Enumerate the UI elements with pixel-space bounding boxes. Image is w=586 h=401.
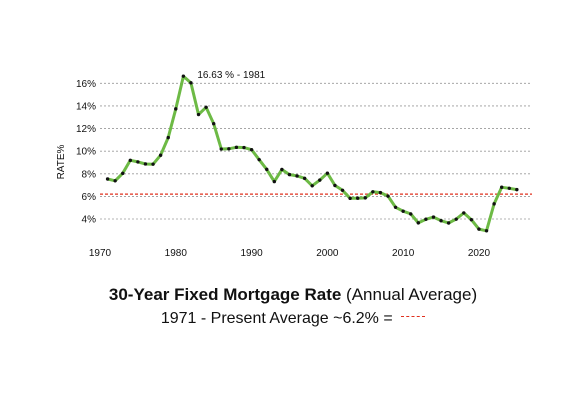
data-point-2014 (431, 215, 436, 219)
data-point-1978 (158, 153, 163, 157)
data-point-1976 (143, 162, 148, 166)
data-point-2008 (386, 194, 390, 198)
series-line-0 (106, 74, 519, 233)
data-point-1988 (234, 145, 239, 150)
y-tick-label-16: 16% (76, 79, 96, 90)
data-point-2024 (507, 186, 511, 190)
data-point-2011 (409, 212, 413, 216)
data-point-1977 (151, 162, 155, 166)
data-point-1989 (242, 145, 246, 150)
data-point-1992 (265, 167, 269, 172)
data-point-1983 (196, 112, 201, 117)
y-tick-label-10: 10% (76, 147, 96, 158)
marker-layer (105, 74, 519, 233)
y-tick-label-12: 12% (76, 124, 96, 135)
data-point-2025 (515, 187, 519, 192)
y-tick-labels: 4% 6% 8% 10% 12% 14% 16% (76, 79, 96, 226)
data-point-2021 (484, 229, 489, 233)
data-point-2020 (477, 227, 481, 231)
data-point-1987 (227, 147, 231, 151)
data-point-2001 (333, 183, 337, 188)
data-point-2007 (378, 190, 383, 195)
x-tick-label-2010: 2010 (392, 248, 415, 259)
data-point-1985 (211, 121, 216, 126)
average-line-legend-swatch (401, 316, 426, 318)
data-point-2018 (462, 211, 466, 215)
chart-title-regular: (Annual Average) (346, 285, 478, 304)
data-point-1991 (257, 157, 261, 162)
data-point-2009 (393, 205, 398, 209)
data-point-1981 (181, 74, 186, 78)
data-point-2015 (439, 219, 443, 223)
data-point-1995 (287, 172, 292, 177)
chart-subtitle: 1971 - Present Average ~6.2% = (160, 310, 393, 327)
x-tick-label-1970: 1970 (89, 248, 112, 259)
data-point-1974 (128, 158, 133, 163)
y-tick-label-4: 4% (82, 215, 97, 226)
data-point-1971 (105, 177, 110, 181)
data-point-1986 (219, 147, 223, 151)
series-layer (106, 74, 519, 233)
data-point-2023 (499, 185, 504, 189)
y-tick-label-14: 14% (76, 101, 96, 112)
data-point-1997 (302, 176, 307, 181)
data-point-1973 (121, 171, 125, 176)
chart-subtitle-row: 1971 - Present Average ~6.2% = (0, 310, 586, 328)
data-point-1980 (174, 107, 178, 111)
data-point-1998 (310, 184, 314, 188)
y-tick-label-8: 8% (82, 169, 97, 180)
data-point-1994 (280, 167, 284, 172)
data-point-2013 (424, 217, 428, 221)
data-point-1984 (204, 105, 208, 109)
data-point-2012 (416, 221, 421, 225)
peak-annotation: 16.63 % - 1981 (197, 70, 265, 81)
data-point-1975 (136, 160, 140, 164)
data-point-2005 (363, 196, 367, 200)
data-point-2010 (401, 209, 405, 213)
data-point-2016 (446, 221, 451, 225)
x-tick-label-1980: 1980 (165, 248, 188, 259)
data-point-1979 (166, 135, 170, 140)
data-point-2003 (348, 196, 352, 201)
data-point-2000 (325, 171, 330, 175)
data-point-1982 (189, 81, 193, 85)
x-tick-label-2020: 2020 (468, 248, 491, 259)
data-point-2019 (469, 218, 474, 222)
data-point-2002 (340, 188, 345, 193)
data-point-2022 (492, 202, 496, 206)
chart-title: 30-Year Fixed Mortgage Rate (Annual Aver… (0, 285, 586, 305)
data-point-2004 (355, 196, 360, 200)
x-tick-labels: 1970 1980 1990 2000 2010 2020 (89, 248, 491, 259)
data-point-1972 (113, 179, 117, 183)
data-point-2017 (454, 217, 458, 221)
data-point-1990 (249, 148, 254, 152)
chart-title-bold: 30-Year Fixed Mortgage Rate (108, 285, 342, 304)
data-point-2006 (371, 190, 375, 194)
x-tick-label-2000: 2000 (316, 248, 339, 259)
data-point-1996 (295, 174, 299, 178)
grid-lines (100, 82, 532, 220)
y-axis-label: RATE% (56, 144, 67, 179)
data-point-1999 (318, 178, 322, 182)
y-tick-label-6: 6% (82, 192, 97, 203)
data-point-1993 (272, 179, 277, 184)
x-tick-label-1990: 1990 (240, 248, 263, 259)
